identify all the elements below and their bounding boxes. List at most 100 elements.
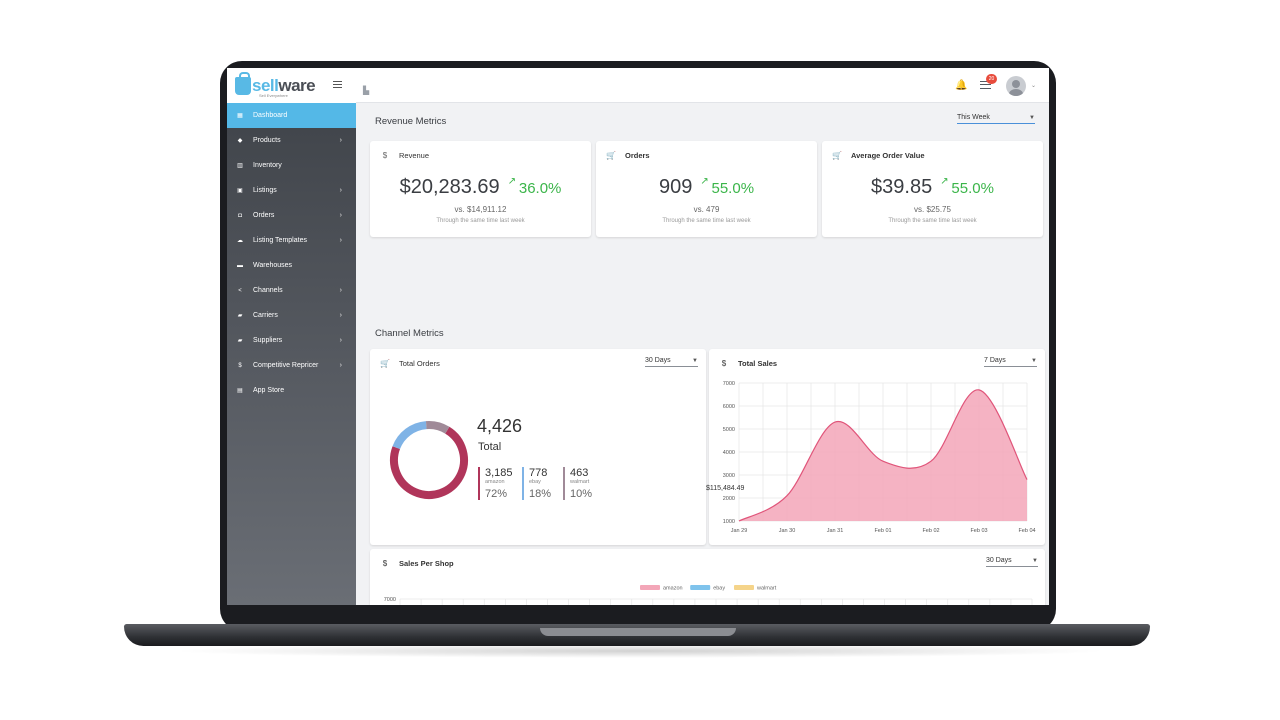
sidebar-item-dashboard[interactable]: ▦ Dashboard: [227, 103, 356, 128]
sales-per-shop-title: Sales Per Shop: [399, 559, 454, 568]
legend-label-ebay: ebay: [713, 586, 725, 592]
metric-change: ↗ 55.0%: [700, 176, 755, 197]
total-orders-card: 🛒 Total Orders 30 Days ▼ 4,426 Total 3,1…: [370, 349, 706, 545]
brand-name: sellware: [252, 75, 316, 95]
dollar-icon: $: [721, 359, 727, 368]
store-icon: ▤: [237, 388, 243, 394]
tag-icon: ◆: [237, 138, 243, 144]
notifications-list-icon[interactable]: [980, 81, 991, 89]
channel-orders-value: 778: [529, 467, 548, 479]
legend-swatch-ebay[interactable]: [690, 585, 711, 590]
orders-total-label: Total: [478, 441, 502, 453]
metric-card-orders: 🛒 Orders 909 ↗ 55.0% vs. 479 Through the same…: [596, 141, 817, 237]
sales-per-shop-header: $ Sales Per Shop: [380, 559, 454, 568]
sidebar-item-label: Orders: [253, 212, 275, 219]
sales-per-shop-range-value: 30 Days: [986, 557, 1012, 564]
cart-icon: 🛒: [380, 359, 390, 368]
total-sales-range-select[interactable]: 7 Days ▼: [984, 357, 1037, 367]
sidebar-item-competitive-repricer[interactable]: $ Competitive Repricer ›: [227, 353, 356, 378]
chevron-right-icon: ›: [339, 212, 342, 219]
sales-line: [738, 389, 1028, 522]
metric-card-average-order-value: 🛒 Average Order Value $39.85 ↗ 55.0% vs. $25…: [822, 141, 1043, 237]
metric-card-title: Orders: [625, 151, 650, 160]
y-tick-label: 5000: [723, 427, 735, 433]
metric-value: $20,283.69: [399, 176, 500, 198]
metric-change-value: 55.0%: [711, 180, 755, 197]
channel-orders-value: 3,185: [485, 467, 513, 479]
revenue-metrics-title: Revenue Metrics: [375, 116, 447, 127]
trending-up-icon: ↗: [507, 176, 519, 187]
metric-card-title: Revenue: [399, 151, 430, 160]
channel-metrics-title: Channel Metrics: [375, 328, 444, 339]
avatar[interactable]: [1006, 76, 1026, 96]
app-screen: sellware Sell Everywhere ▦ Dashboard ◆ Prod…: [227, 68, 1049, 605]
truck-icon: ▰: [237, 313, 243, 319]
logo[interactable]: sellware Sell Everywhere: [227, 68, 356, 103]
sidebar-item-listing-templates[interactable]: ☁ Listing Templates ›: [227, 228, 356, 253]
building-icon: ▙: [363, 86, 370, 95]
revenue-range-value: This Week: [957, 114, 990, 121]
sales-per-shop-card: $ Sales Per Shop 30 Days ▼ 4000500060007…: [370, 549, 1045, 605]
cloud-icon: ☁: [237, 238, 243, 244]
legend-swatch-walmart[interactable]: [734, 585, 754, 590]
metric-comparison: vs. $25.75: [914, 205, 951, 214]
caret-down-icon: ▼: [1031, 358, 1037, 364]
car-icon: ▰: [237, 338, 243, 344]
notification-badge: 20: [986, 74, 997, 84]
cart-icon: 🛒: [832, 151, 842, 160]
metric-note: Through the same time last week: [436, 218, 525, 224]
sidebar-item-inventory[interactable]: ▥ Inventory: [227, 153, 356, 178]
sidebar-item-carriers[interactable]: ▰ Carriers ›: [227, 303, 356, 328]
metric-value: $39.85: [871, 176, 933, 198]
total-sales-title: Total Sales: [738, 359, 778, 368]
caret-down-icon: ▼: [692, 358, 698, 364]
y-tick-label: 4000: [723, 450, 735, 456]
orders-donut-chart: [390, 421, 468, 499]
channel-legend-ebay: 778 ebay 18%: [522, 467, 551, 500]
chevron-right-icon: ›: [339, 337, 342, 344]
channel-percent: 18%: [529, 488, 552, 500]
sidebar-item-products[interactable]: ◆ Products ›: [227, 128, 356, 153]
legend-swatch-amazon[interactable]: [640, 585, 660, 590]
sidebar-item-listings[interactable]: ▣ Listings ›: [227, 178, 356, 203]
chevron-down-icon[interactable]: ⌄: [1031, 83, 1037, 89]
sidebar-item-label: Warehouses: [253, 262, 293, 269]
bell-icon[interactable]: 🔔: [955, 80, 968, 91]
trending-up-icon: ↗: [700, 176, 712, 187]
donut-slice-amazon: [390, 426, 468, 499]
total-orders-title: Total Orders: [399, 359, 440, 368]
metric-change-value: 55.0%: [951, 180, 994, 197]
sidebar-nav: ▦ Dashboard ◆ Products › ▥ Inventory ▣ Listings ›…: [227, 103, 356, 403]
sidebar-item-label: Products: [253, 137, 281, 144]
y-tick-label: 7000: [384, 597, 396, 603]
chevron-right-icon: ›: [339, 237, 342, 244]
sidebar-item-suppliers[interactable]: ▰ Suppliers ›: [227, 328, 356, 353]
sidebar-item-warehouses[interactable]: ▬ Warehouses: [227, 253, 356, 278]
sales-per-shop-chart: 4000500060007000amazonebaywalmart: [384, 585, 1033, 605]
sidebar-item-app-store[interactable]: ▤ App Store: [227, 378, 356, 403]
total-orders-header: 🛒 Total Orders: [380, 359, 440, 368]
channel-name: walmart: [570, 479, 590, 485]
channel-legend-amazon: 3,185 amazon 72%: [478, 467, 513, 500]
cart-icon: 🛒: [606, 151, 616, 160]
laptop-notch: [540, 628, 736, 636]
hamburger-menu-icon[interactable]: [333, 81, 342, 88]
sales-per-shop-range-select[interactable]: 30 Days ▼: [986, 557, 1038, 567]
metric-card-header: $ Revenue: [380, 151, 429, 160]
channel-name: ebay: [529, 479, 541, 485]
legend-label-amazon: amazon: [663, 586, 683, 592]
sales-area: [739, 389, 1027, 521]
sidebar-item-channels[interactable]: < Channels ›: [227, 278, 356, 303]
x-tick-label: Feb 02: [922, 528, 939, 534]
chevron-right-icon: ›: [339, 187, 342, 194]
metric-card-title: Average Order Value: [851, 151, 925, 160]
dollar-icon: $: [382, 151, 388, 160]
sidebar-item-orders[interactable]: ◘ Orders ›: [227, 203, 356, 228]
metric-change: ↗ 36.0%: [508, 176, 562, 197]
metric-note: Through the same time last week: [662, 218, 751, 224]
channel-orders-value: 463: [570, 467, 589, 479]
total-orders-range-select[interactable]: 30 Days ▼: [645, 357, 698, 367]
chevron-right-icon: ›: [339, 312, 342, 319]
revenue-range-select[interactable]: This Week ▼: [957, 114, 1035, 124]
sidebar: sellware Sell Everywhere ▦ Dashboard ◆ Prod…: [227, 68, 356, 605]
